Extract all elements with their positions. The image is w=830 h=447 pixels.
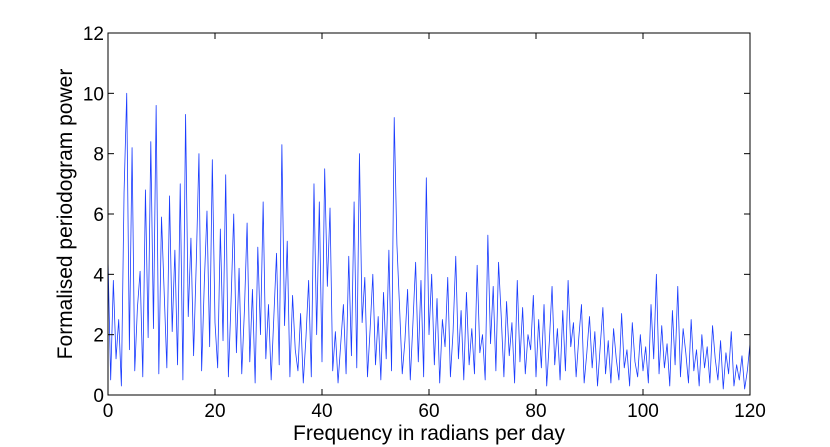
y-tick-label: 0 [93,386,104,407]
x-axis-label: Frequency in radians per day [293,422,565,445]
data-line [107,92,751,390]
y-tick-label: 6 [93,205,104,226]
y-axis-label: Formalised periodogram power [54,69,77,360]
x-tick-label: 60 [418,401,439,422]
x-tick-label: 120 [734,401,766,422]
y-tick-label: 12 [83,24,104,45]
y-tick-label: 8 [93,145,104,166]
y-tick-label: 2 [93,326,104,347]
y-tick-label: 4 [93,265,104,286]
x-tick-label: 100 [627,401,659,422]
y-tick-label: 10 [83,84,104,105]
x-tick-label: 20 [204,401,225,422]
x-tick-label: 0 [103,401,114,422]
x-tick-label: 40 [311,401,332,422]
x-tick-label: 80 [525,401,546,422]
